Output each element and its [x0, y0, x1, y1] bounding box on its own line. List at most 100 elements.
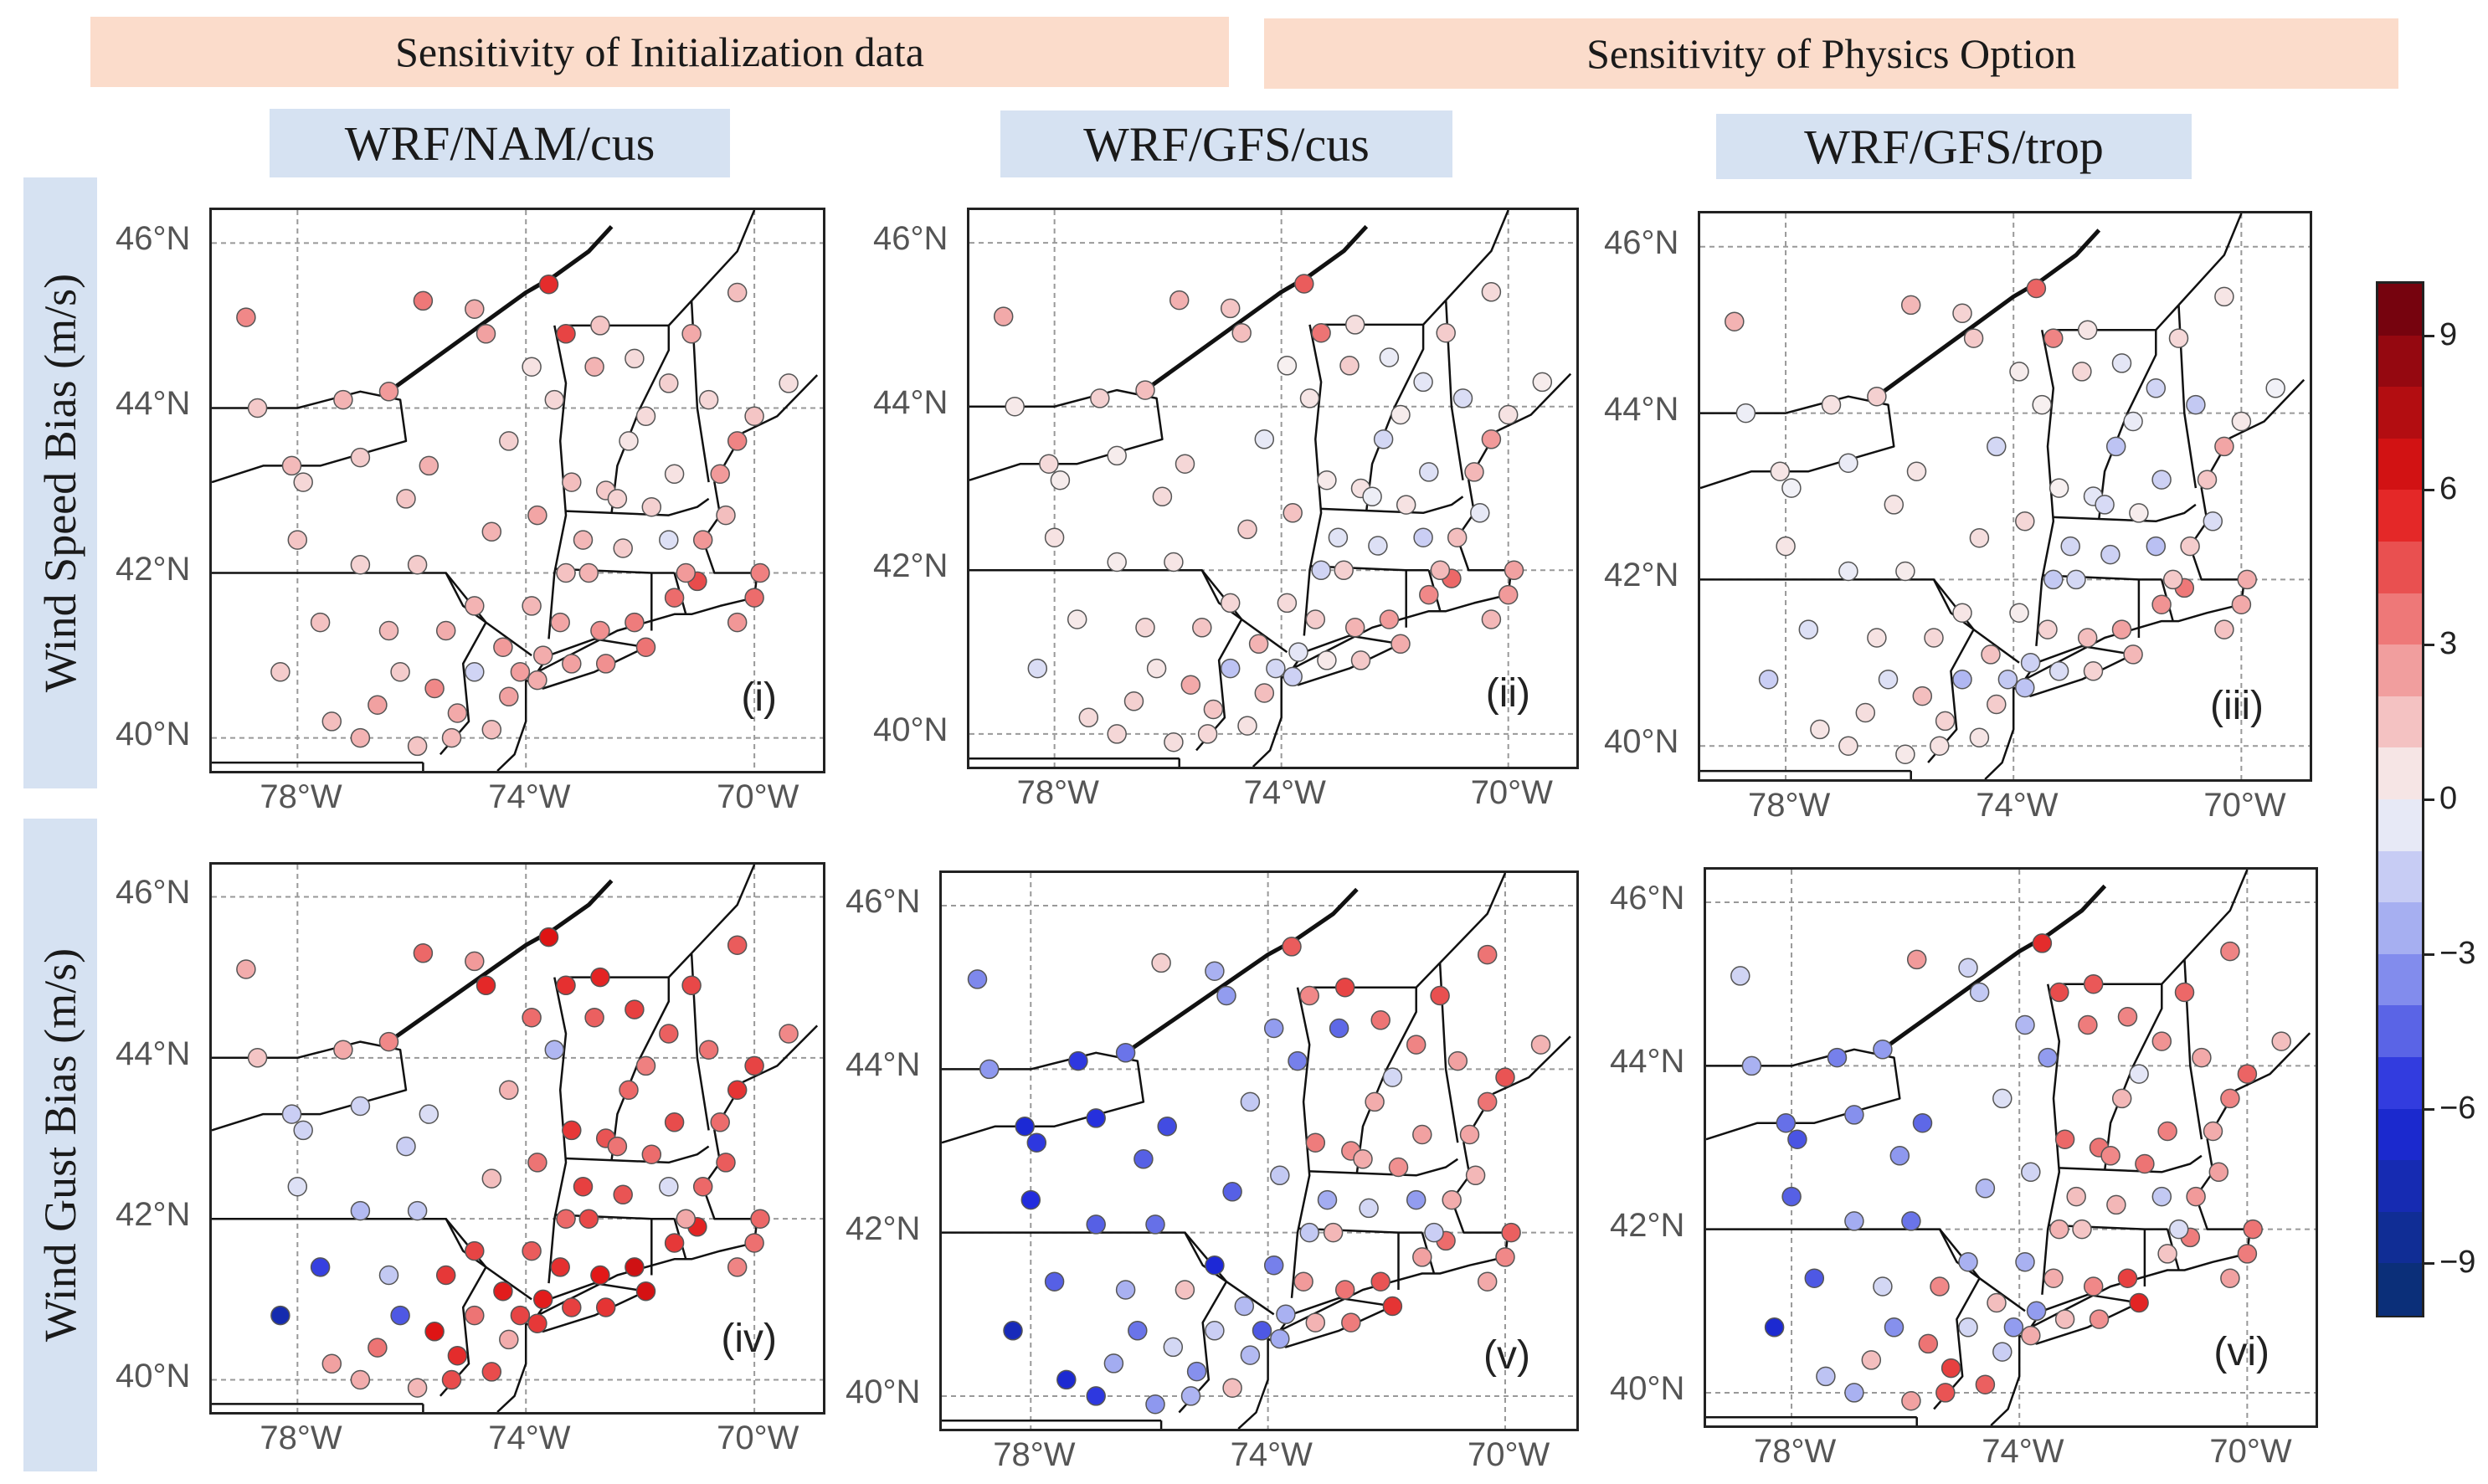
station-point [635, 1281, 656, 1302]
station-point [595, 1297, 616, 1317]
state-border [439, 572, 487, 756]
station-point [1424, 1222, 1444, 1243]
station-point [1838, 561, 1858, 582]
station-point [1164, 552, 1184, 573]
x-tick-label: 74°W [1243, 774, 1326, 811]
station-point [447, 1345, 468, 1366]
colorbar-segment [2378, 1160, 2422, 1213]
station-point [1237, 519, 1257, 540]
station-point [744, 406, 764, 427]
station-point [1935, 1383, 1956, 1403]
column-header-1: WRF/NAM/cus [270, 109, 730, 177]
station-point [1776, 536, 1796, 557]
station-point [2009, 362, 2029, 382]
x-tick-label: 70°W [717, 778, 799, 815]
station-point [1344, 315, 1365, 335]
banner-physics: Sensitivity of Physics Option [1264, 18, 2398, 89]
station-point [727, 282, 748, 303]
station-point [607, 1136, 628, 1157]
station-point [538, 274, 559, 295]
station-point [1470, 503, 1490, 523]
station-point [1368, 536, 1388, 556]
station-point [584, 357, 604, 377]
station-point [247, 398, 268, 418]
station-point [1317, 470, 1337, 490]
station-point [1373, 429, 1394, 449]
station-point [2129, 1292, 2149, 1313]
station-point [2100, 1146, 2120, 1166]
station-point [2117, 1268, 2138, 1288]
station-point [368, 695, 388, 715]
station-point [1293, 1271, 1313, 1291]
station-point [390, 662, 410, 682]
station-point [2220, 1088, 2240, 1109]
station-point [1413, 527, 1433, 547]
station-point [2111, 1088, 2132, 1109]
station-point [493, 637, 513, 657]
station-point [727, 1080, 748, 1101]
map-panel-i: (i) [209, 208, 825, 773]
x-tick-label: 70°W [2203, 787, 2286, 824]
y-tick-label: 42°N [116, 550, 191, 588]
station-point [1391, 404, 1411, 425]
column-header-3-text: WRF/GFS/trop [1804, 119, 2104, 174]
station-point [1838, 453, 1858, 473]
station-point [1889, 1146, 1910, 1166]
panel-label-iii: (iii) [2210, 684, 2264, 728]
station-point [1419, 584, 1439, 605]
station-point [333, 389, 353, 410]
station-point [1382, 1296, 1403, 1317]
state-border [212, 572, 532, 657]
station-point [1379, 609, 1400, 629]
station-point [396, 1136, 416, 1157]
station-point [1068, 1050, 1088, 1071]
station-point [1294, 274, 1314, 294]
station-point [2271, 1031, 2291, 1051]
station-point [2231, 411, 2252, 432]
station-point [1430, 560, 1451, 581]
station-point [1115, 1280, 1136, 1300]
station-point [2072, 1219, 2092, 1240]
station-point [321, 1353, 342, 1374]
station-point [1276, 1304, 1296, 1325]
station-point [1277, 356, 1298, 376]
colorbar-tick-label: 6 [2439, 471, 2458, 507]
station-point [2151, 470, 2172, 490]
y-tick-label: 46°N [116, 220, 191, 258]
station-point [1086, 1214, 1106, 1235]
station-point [1203, 699, 1224, 720]
x-tick-label: 78°W [1748, 787, 1831, 824]
station-point [270, 1305, 290, 1326]
station-point [1532, 372, 1553, 393]
station-point [1764, 1317, 1785, 1338]
station-point [744, 588, 764, 608]
station-point [1930, 736, 1950, 756]
station-point [1205, 961, 1225, 981]
st-lawrence-river [1124, 887, 1359, 1055]
lake-ontario-shoreline [1700, 395, 1895, 490]
station-point [1026, 1132, 1047, 1153]
colorbar-tick-mark [2424, 489, 2434, 492]
colorbar-segment [2378, 902, 2422, 955]
station-point [2054, 1129, 2075, 1149]
station-point [676, 562, 697, 583]
y-tick-label: 40°N [1604, 723, 1679, 761]
station-point [527, 670, 547, 691]
station-point [641, 496, 662, 517]
station-point [584, 1007, 604, 1028]
station-point [1901, 1390, 1921, 1411]
x-tick-label: 70°W [1470, 774, 1553, 811]
station-point [1430, 985, 1450, 1006]
station-point [1781, 478, 1802, 498]
station-point [1305, 609, 1326, 629]
station-point [676, 1209, 697, 1229]
state-border [691, 210, 756, 302]
station-point [664, 1112, 685, 1132]
station-point [613, 538, 633, 558]
colorbar-tick-mark [2424, 1107, 2434, 1111]
y-tick-label: 42°N [1604, 557, 1679, 594]
station-point [1151, 953, 1171, 973]
station-point [1501, 1222, 1521, 1243]
station-point [1311, 560, 1331, 581]
state-border [439, 1218, 487, 1397]
